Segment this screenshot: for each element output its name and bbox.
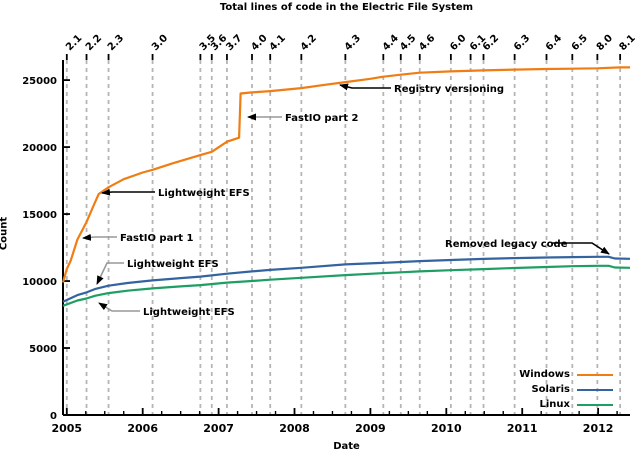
release-version-label: 6.3	[512, 33, 532, 53]
annotation-leader	[98, 302, 140, 312]
x-tick-label: 2012	[583, 422, 614, 435]
annotation-leader	[552, 242, 610, 255]
annotation-label: Lightweight EFS	[158, 188, 250, 199]
legend-line-windows	[577, 373, 613, 376]
annotation-label: Removed legacy code	[445, 239, 568, 250]
annotation-leader	[82, 233, 117, 241]
legend-row-linux: Linux	[519, 397, 613, 412]
release-version-label: 4.4	[381, 33, 401, 53]
release-version-label: 6.4	[544, 33, 564, 53]
legend-line-solaris	[577, 388, 613, 391]
solaris-line	[62, 255, 631, 303]
x-tick-label: 2007	[203, 422, 234, 435]
x-tick-label: 2010	[431, 422, 462, 435]
x-tick-label: 2009	[355, 422, 386, 435]
x-tick-label: 2005	[51, 422, 82, 435]
y-tick-label: 25000	[22, 76, 57, 87]
release-version-label: 4.0	[249, 33, 269, 53]
release-version-label: 6.5	[570, 33, 590, 53]
x-tick-label: 2011	[507, 422, 538, 435]
legend-label-solaris: Solaris	[531, 384, 570, 395]
annotation-label: FastIO part 1	[120, 233, 194, 244]
legend-line-linux	[577, 403, 613, 406]
release-version-label: 8.1	[617, 33, 637, 53]
chart-title: Total lines of code in the Electric File…	[219, 2, 474, 13]
linux-line	[62, 264, 631, 307]
release-version-label: 2.3	[106, 33, 126, 53]
annotation-label: Lightweight EFS	[143, 307, 235, 318]
release-version-label: 4.3	[343, 33, 363, 53]
y-tick-label: 10000	[22, 277, 57, 288]
release-version-label: 8.0	[595, 33, 615, 53]
release-version-label: 4.5	[398, 33, 418, 53]
annotation-label: Lightweight EFS	[127, 259, 219, 270]
release-version-label: 4.6	[417, 33, 437, 53]
legend-label-windows: Windows	[519, 369, 570, 380]
x-tick-label: 2006	[127, 422, 158, 435]
x-axis-label: Date	[333, 441, 360, 452]
release-version-label: 4.2	[299, 33, 319, 53]
release-version-label: 2.1	[64, 33, 84, 53]
windows-line	[61, 66, 630, 283]
release-version-label: 3.0	[150, 33, 170, 53]
legend-label-linux: Linux	[539, 399, 571, 410]
release-version-label: 3.7	[224, 33, 244, 53]
annotation-leader	[96, 262, 124, 285]
legend-row-windows: Windows	[519, 367, 613, 382]
y-tick-label: 0	[50, 411, 57, 422]
annotation-leader	[339, 83, 391, 91]
release-version-label: 6.2	[481, 33, 501, 53]
release-version-label: 4.1	[268, 33, 288, 53]
annotation-leader	[101, 188, 155, 196]
release-version-label: 2.2	[84, 33, 104, 53]
legend-row-solaris: Solaris	[519, 382, 613, 397]
y-tick-label: 20000	[22, 143, 57, 154]
release-version-label: 6.0	[448, 33, 468, 53]
legend: Windows Solaris Linux	[519, 367, 613, 412]
annotation-label: Registry versioning	[394, 84, 504, 95]
y-tick-label: 15000	[22, 210, 57, 221]
annotation-label: FastIO part 2	[285, 113, 359, 124]
y-tick-label: 5000	[29, 344, 57, 355]
x-tick-label: 2008	[279, 422, 310, 435]
